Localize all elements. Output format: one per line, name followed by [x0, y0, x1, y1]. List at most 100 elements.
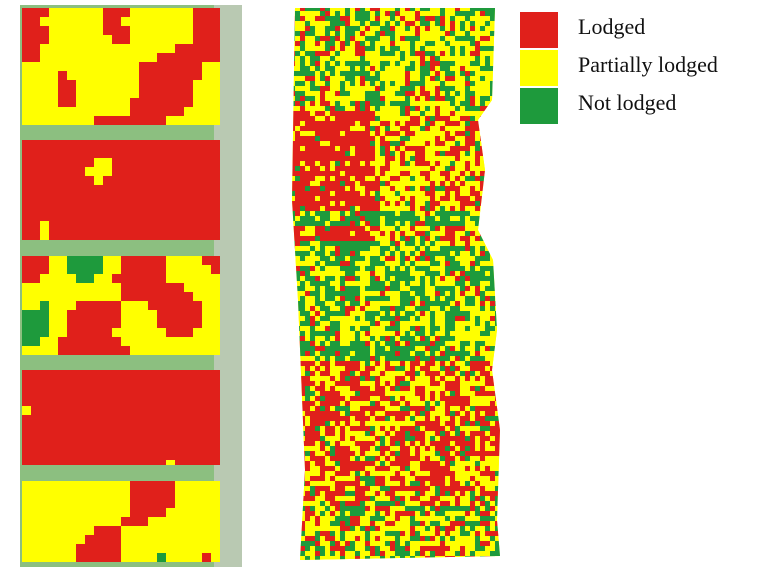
field-cell — [415, 21, 420, 26]
map-cell — [211, 310, 220, 319]
field-cell — [440, 256, 445, 261]
field-cell — [340, 366, 345, 371]
field-cell — [475, 86, 480, 91]
map-cell — [40, 62, 49, 71]
field-cell — [350, 191, 355, 196]
field-cell — [300, 256, 305, 261]
field-cell — [480, 121, 485, 126]
field-cell — [475, 386, 480, 391]
map-cell — [40, 415, 49, 424]
field-cell — [475, 176, 480, 181]
field-cell — [355, 281, 360, 286]
field-cell — [425, 271, 430, 276]
field-cell — [350, 26, 355, 31]
field-cell — [300, 421, 305, 426]
field-cell — [360, 396, 365, 401]
field-cell — [425, 206, 430, 211]
map-cell — [211, 71, 220, 80]
map-cell — [103, 89, 112, 98]
field-cell — [360, 126, 365, 131]
field-cell — [385, 236, 390, 241]
field-cell — [330, 316, 335, 321]
field-cell — [320, 101, 325, 106]
field-cell — [475, 166, 480, 171]
field-cell — [415, 191, 420, 196]
field-cell — [315, 51, 320, 56]
map-cell — [139, 221, 148, 230]
field-cell — [325, 416, 330, 421]
field-cell — [480, 291, 485, 296]
field-cell — [390, 386, 395, 391]
field-cell — [495, 6, 500, 11]
field-cell — [490, 146, 495, 151]
field-cell — [330, 391, 335, 396]
map-cell — [202, 53, 211, 62]
field-cell — [385, 356, 390, 361]
field-cell — [395, 336, 400, 341]
map-cell — [139, 17, 148, 26]
field-cell — [450, 111, 455, 116]
map-cell — [49, 535, 58, 544]
field-cell — [435, 396, 440, 401]
field-cell — [460, 151, 465, 156]
map-cell — [40, 379, 49, 388]
field-cell — [435, 376, 440, 381]
map-cell — [94, 256, 103, 265]
field-cell — [500, 176, 505, 181]
field-cell — [465, 236, 470, 241]
field-cell — [485, 186, 490, 191]
field-cell — [355, 31, 360, 36]
map-cell — [202, 337, 211, 346]
field-cell — [440, 136, 445, 141]
field-cell — [385, 271, 390, 276]
field-cell — [480, 241, 485, 246]
field-cell — [395, 206, 400, 211]
map-cell — [85, 194, 94, 203]
field-cell — [480, 136, 485, 141]
map-cell — [166, 490, 175, 499]
field-cell — [325, 296, 330, 301]
field-cell — [350, 311, 355, 316]
field-cell — [440, 166, 445, 171]
field-cell — [320, 216, 325, 221]
field-cell — [355, 26, 360, 31]
field-cell — [415, 226, 420, 231]
map-cell — [184, 415, 193, 424]
map-cell — [121, 256, 130, 265]
field-cell — [370, 181, 375, 186]
field-cell — [495, 281, 500, 286]
field-cell — [350, 136, 355, 141]
field-cell — [330, 86, 335, 91]
field-cell — [300, 171, 305, 176]
field-cell — [340, 46, 345, 51]
map-cell — [31, 194, 40, 203]
field-cell — [375, 271, 380, 276]
field-cell — [345, 46, 350, 51]
field-cell — [490, 356, 495, 361]
field-cell — [335, 36, 340, 41]
field-cell — [455, 266, 460, 271]
field-cell — [385, 256, 390, 261]
map-cell — [31, 415, 40, 424]
field-cell — [490, 176, 495, 181]
field-cell — [370, 101, 375, 106]
map-cell — [184, 8, 193, 17]
field-cell — [470, 171, 475, 176]
field-cell — [410, 431, 415, 436]
map-cell — [94, 8, 103, 17]
field-cell — [290, 71, 295, 76]
map-cell — [112, 406, 121, 415]
map-cell — [85, 26, 94, 35]
field-cell — [475, 346, 480, 351]
field-cell — [320, 191, 325, 196]
field-cell — [305, 101, 310, 106]
field-cell — [295, 271, 300, 276]
field-cell — [345, 196, 350, 201]
field-cell — [310, 296, 315, 301]
field-cell — [430, 96, 435, 101]
field-cell — [290, 26, 295, 31]
field-cell — [330, 401, 335, 406]
field-cell — [435, 266, 440, 271]
field-cell — [315, 16, 320, 21]
field-cell — [430, 376, 435, 381]
